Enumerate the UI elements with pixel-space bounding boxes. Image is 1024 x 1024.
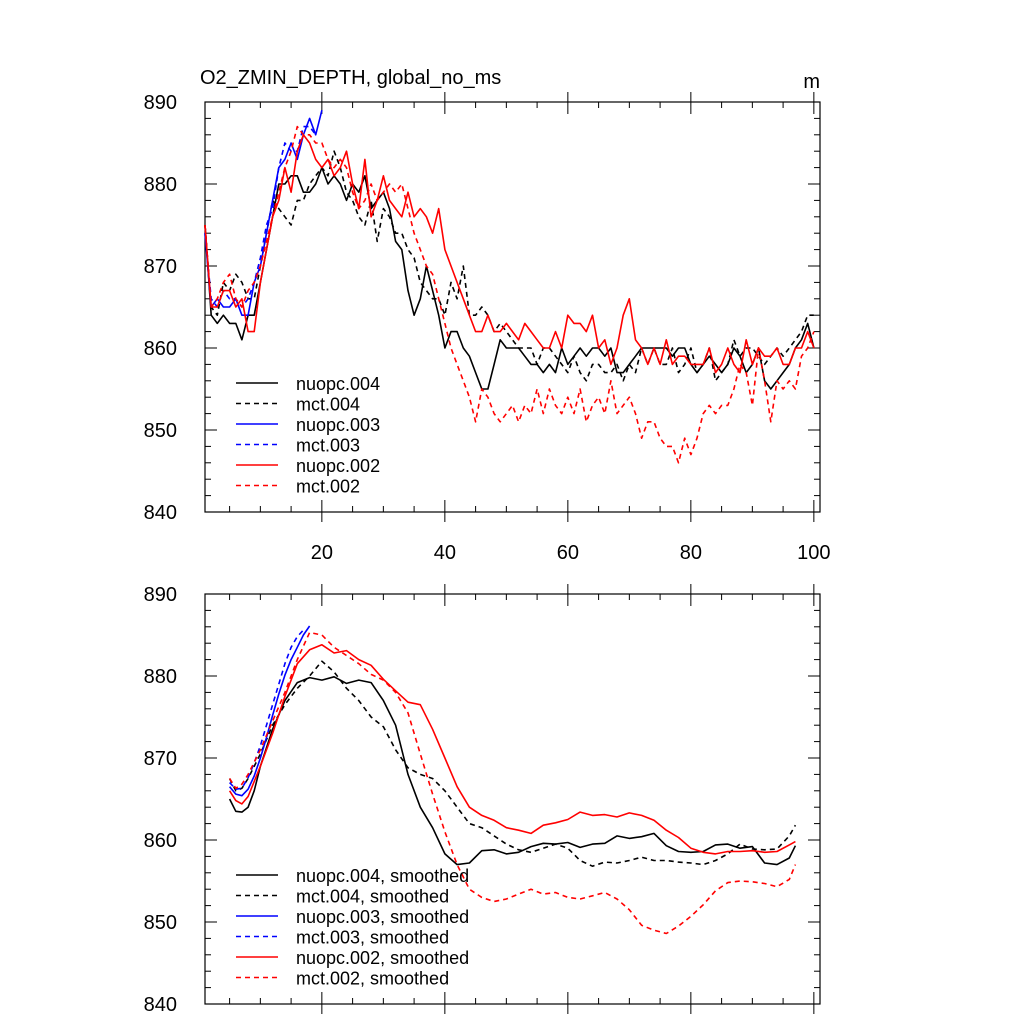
y-tick-label: 850: [144, 420, 177, 442]
legend-label: nuopc.004, smoothed: [296, 866, 469, 886]
legend-label: nuopc.003: [296, 415, 380, 435]
legend-label: nuopc.002, smoothed: [296, 948, 469, 968]
y-tick-label: 850: [144, 912, 177, 934]
chart-title: O2_ZMIN_DEPTH, global_no_ms: [200, 67, 501, 89]
x-tick-label: 20: [311, 542, 333, 564]
series-line-mct-002: [204, 125, 815, 464]
y-tick-label: 880: [144, 666, 177, 688]
series-line-mct-004: [204, 150, 814, 382]
legend-label: mct.003: [296, 436, 360, 456]
y-tick-label: 870: [144, 748, 177, 770]
y-tick-label: 890: [144, 92, 177, 114]
x-tick-label: 100: [797, 542, 830, 564]
y-tick-label: 890: [144, 584, 177, 606]
legend-label: mct.004, smoothed: [296, 887, 449, 907]
x-tick-label: 80: [680, 542, 702, 564]
series-line-nuopc-002-smoothed: [228, 643, 796, 855]
series-line-nuopc-002: [204, 134, 815, 374]
units-label: m: [803, 71, 820, 93]
legend-label: mct.002, smoothed: [296, 969, 449, 989]
x-tick-label: 40: [434, 542, 456, 564]
y-tick-label: 870: [144, 256, 177, 278]
legend-label: nuopc.004: [296, 374, 380, 394]
plot-frame: [204, 593, 821, 1005]
y-tick-label: 840: [144, 994, 177, 1016]
plot-frame: [204, 101, 821, 513]
y-tick-label: 880: [144, 174, 177, 196]
legend-label: nuopc.003, smoothed: [296, 907, 469, 927]
series-line-mct-003-smoothed: [229, 629, 304, 791]
legend-label: mct.002: [296, 477, 360, 497]
x-tick-label: 60: [557, 542, 579, 564]
legend-label: mct.003, smoothed: [296, 928, 449, 948]
y-tick-label: 840: [144, 502, 177, 524]
series-line-mct-002-smoothed: [228, 631, 797, 935]
legend-label: mct.004: [296, 395, 360, 415]
y-tick-label: 860: [144, 830, 177, 852]
legend-label: nuopc.002: [296, 456, 380, 476]
y-tick-label: 860: [144, 338, 177, 360]
